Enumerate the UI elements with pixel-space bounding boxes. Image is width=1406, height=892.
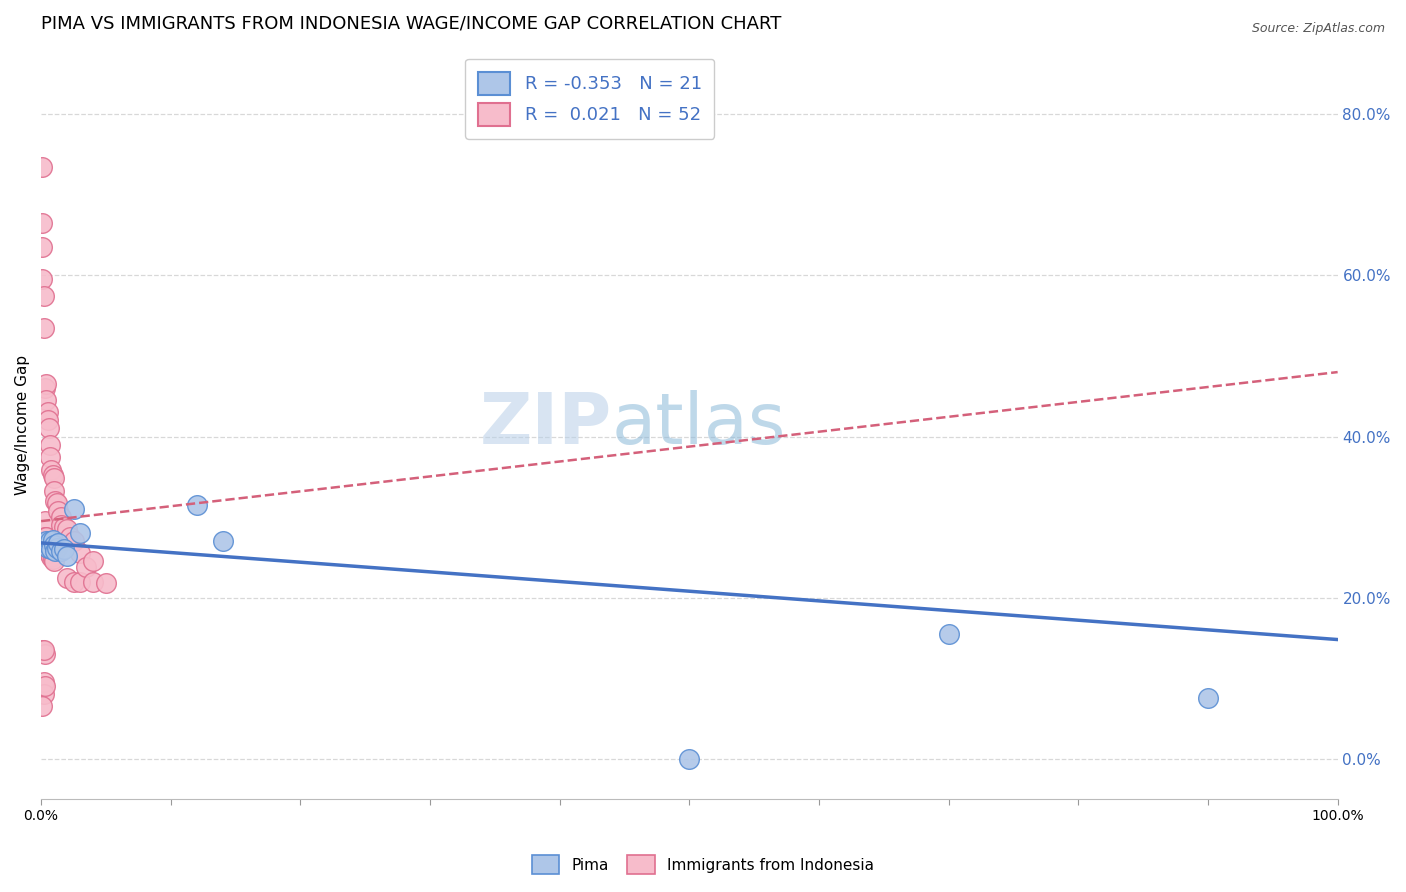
Point: [82, 554, 104, 568]
Point: [37, 413, 59, 427]
Point: [35, 377, 58, 392]
Point: [94, 576, 117, 591]
Point: [39, 538, 62, 552]
Point: [62, 574, 84, 589]
Point: [41, 550, 63, 565]
Point: [32, 643, 55, 657]
Point: [56, 522, 79, 536]
Point: [35, 393, 58, 408]
Point: [34, 381, 56, 395]
Point: [37, 541, 59, 555]
Point: [32, 320, 55, 334]
Point: [39, 437, 62, 451]
Point: [1197, 691, 1219, 706]
Point: [938, 627, 960, 641]
Point: [37, 542, 59, 557]
Point: [34, 679, 56, 693]
Point: [34, 647, 56, 661]
Point: [56, 570, 79, 584]
Point: [45, 495, 67, 509]
Point: [37, 405, 59, 419]
Point: [39, 450, 62, 464]
Point: [31, 643, 53, 657]
Point: [35, 530, 58, 544]
Legend: R = -0.353   N = 21, R =  0.021   N = 52: R = -0.353 N = 21, R = 0.021 N = 52: [465, 59, 714, 138]
Point: [59, 530, 82, 544]
Point: [42, 552, 65, 566]
Point: [49, 510, 72, 524]
Point: [53, 542, 76, 557]
Text: PIMA VS IMMIGRANTS FROM INDONESIA WAGE/INCOME GAP CORRELATION CHART: PIMA VS IMMIGRANTS FROM INDONESIA WAGE/I…: [41, 15, 782, 33]
Point: [46, 503, 69, 517]
Point: [31, 699, 53, 714]
Point: [35, 534, 58, 549]
Point: [31, 240, 53, 254]
Legend: Pima, Immigrants from Indonesia: Pima, Immigrants from Indonesia: [526, 849, 880, 880]
Point: [31, 272, 53, 286]
Point: [32, 675, 55, 690]
Point: [38, 538, 60, 552]
Point: [38, 546, 60, 560]
Point: [31, 160, 53, 174]
Point: [76, 560, 98, 574]
Point: [39, 534, 62, 549]
Point: [53, 520, 76, 534]
Text: ZIP: ZIP: [479, 390, 612, 459]
Text: atlas: atlas: [612, 390, 786, 459]
Point: [34, 514, 56, 528]
Point: [44, 494, 66, 508]
Point: [42, 538, 65, 552]
Point: [678, 752, 700, 766]
Point: [41, 542, 63, 557]
Point: [32, 687, 55, 701]
Text: Source: ZipAtlas.com: Source: ZipAtlas.com: [1251, 22, 1385, 36]
Point: [211, 534, 233, 549]
Point: [45, 541, 67, 555]
Point: [69, 526, 91, 541]
Point: [42, 484, 65, 499]
Point: [69, 546, 91, 560]
Point: [34, 530, 56, 544]
Point: [42, 471, 65, 485]
Point: [38, 534, 60, 549]
Y-axis label: Wage/Income Gap: Wage/Income Gap: [15, 354, 30, 494]
Point: [31, 216, 53, 230]
Point: [186, 498, 208, 512]
Point: [46, 536, 69, 550]
Point: [62, 534, 84, 549]
Point: [42, 554, 65, 568]
Point: [49, 544, 72, 558]
Point: [42, 468, 65, 483]
Point: [82, 574, 104, 589]
Point: [41, 463, 63, 477]
Point: [34, 536, 56, 550]
Point: [49, 518, 72, 533]
Point: [38, 421, 60, 435]
Point: [44, 544, 66, 558]
Point: [69, 574, 91, 589]
Point: [56, 549, 79, 563]
Point: [32, 288, 55, 302]
Point: [62, 502, 84, 516]
Point: [42, 533, 65, 547]
